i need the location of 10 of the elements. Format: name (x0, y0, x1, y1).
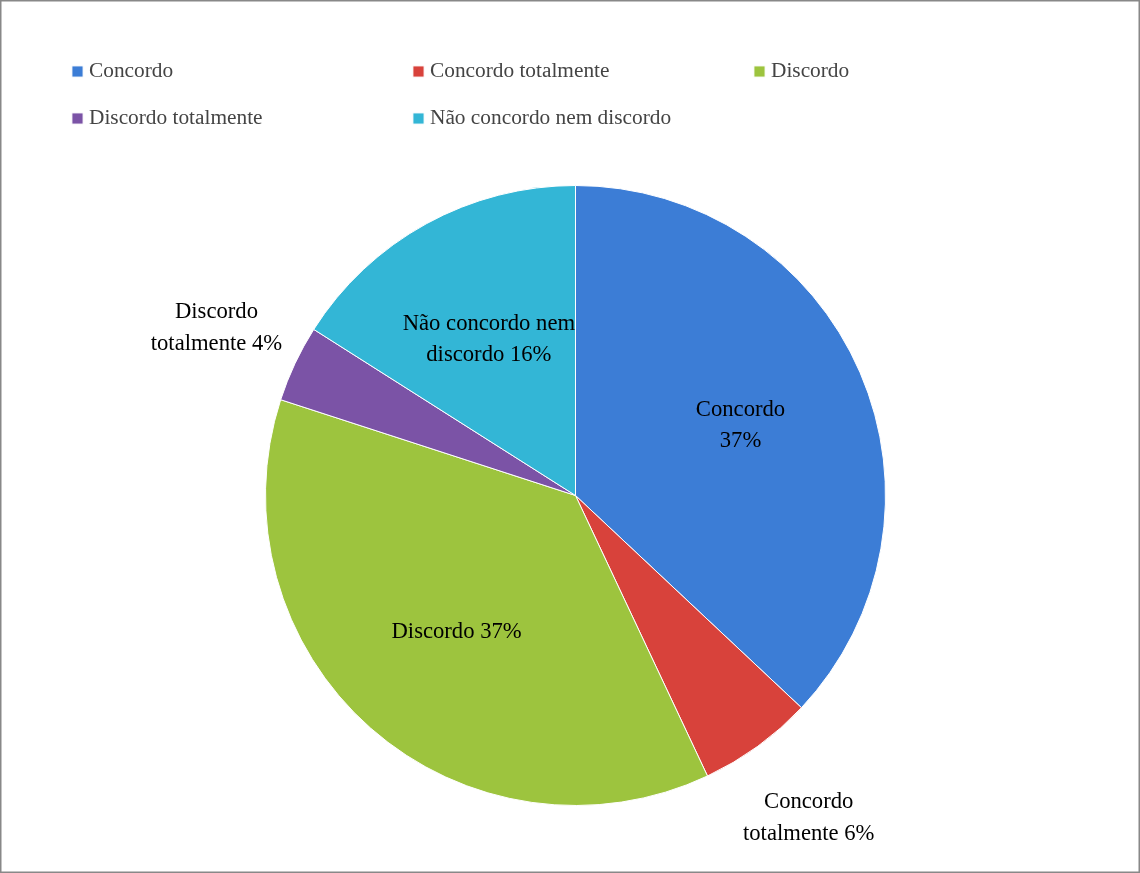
legend-label: Discordo (771, 58, 851, 83)
legend-label: Concordo (89, 58, 175, 83)
legend-label: Discordo totalmente (89, 105, 264, 130)
data-label: Discordo totalmente 4% (150, 298, 283, 355)
legend-label: Não concordo nem discordo (430, 105, 673, 130)
data-label: Concordo 37% (695, 395, 786, 453)
data-label: Discordo 37% (391, 617, 522, 643)
data-label: Não concordo nem discordo 16% (402, 309, 576, 367)
data-label: Concordo totalmente 6% (742, 788, 875, 845)
legend-label: Concordo totalmente (430, 58, 611, 83)
